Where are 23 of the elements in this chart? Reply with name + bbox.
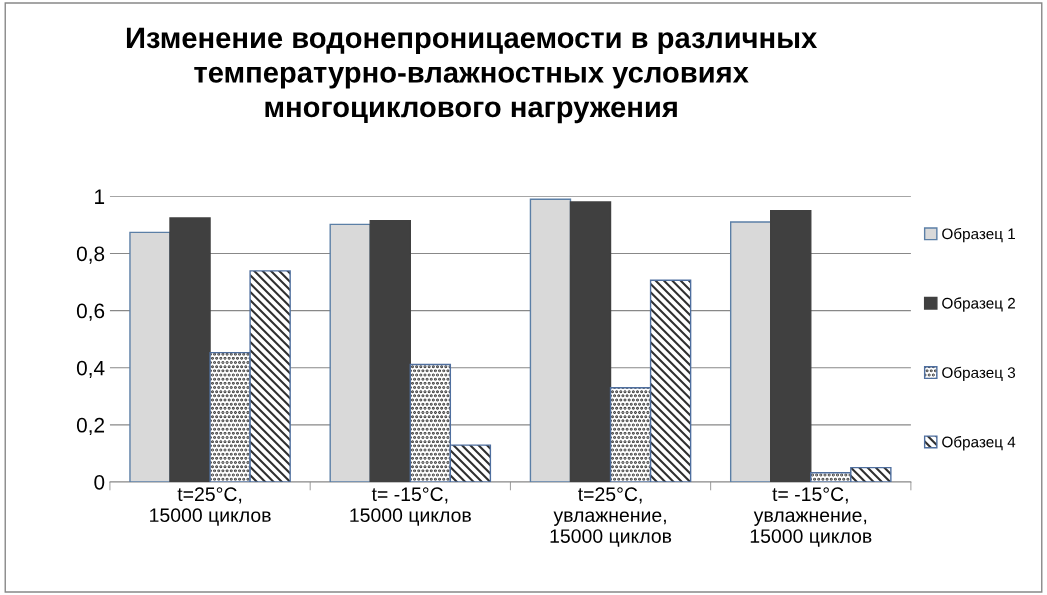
bar xyxy=(129,231,171,482)
bar xyxy=(369,219,411,482)
legend-label: Образец 1 xyxy=(942,227,1015,243)
bar xyxy=(729,221,772,482)
y-tick-label: 0,6 xyxy=(76,303,105,321)
bar xyxy=(569,201,612,482)
y-tick-label: 1 xyxy=(95,189,105,204)
x-tick-label: t=25°C, увлажнение, 15000 циклов xyxy=(550,487,672,547)
bar xyxy=(169,217,211,482)
y-tick-label: 0 xyxy=(94,474,105,490)
bar xyxy=(770,209,812,482)
bar xyxy=(329,223,371,482)
y-tick-label: 0,2 xyxy=(76,417,105,436)
y-tick-label: 0,8 xyxy=(76,246,105,264)
x-tick-label: t= -15°C, 15000 циклов xyxy=(350,487,471,526)
legend-label: Образец 2 xyxy=(942,297,1015,312)
legend-label: Образец 4 xyxy=(942,436,1016,451)
x-tick-label: t= -15°C, увлажнение, 15000 циклов xyxy=(750,487,872,547)
x-tick-label: t=25°C, 15000 циклов xyxy=(150,487,271,526)
chart-title: Изменение водонепроницаемости в различных температурно-влажностных условиях многоциклового нагружения xyxy=(126,27,818,124)
legend-label: Образец 3 xyxy=(942,366,1016,382)
y-tick-label: 0,4 xyxy=(76,360,105,378)
bar xyxy=(529,198,572,482)
